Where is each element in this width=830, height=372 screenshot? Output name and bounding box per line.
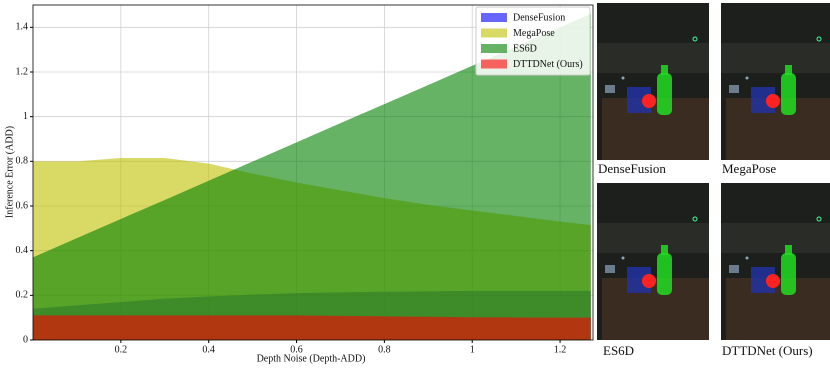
y-tick-label: 1 <box>23 111 28 122</box>
legend-box <box>475 6 591 76</box>
y-tick-label: 1.2 <box>16 66 29 77</box>
legend-swatch <box>481 13 507 22</box>
legend-label: DTTDNet (Ours) <box>513 59 583 70</box>
plot-area: 0 0.2 0.4 0.6 0.8 1 1.2 1.4 0.2 0.4 0.6 0.8 1 1.2 Dens… <box>16 4 594 355</box>
y-axis-label: Inference Error (ADD) <box>4 126 15 218</box>
image <box>720 182 830 341</box>
x-tick-label: 1.2 <box>554 344 567 355</box>
x-tick-label: 0.6 <box>290 344 303 355</box>
y-tick-label: 0.6 <box>16 200 29 211</box>
image-grid: DenseFusion MegaPose ES6D DTTDNet (Ours) <box>596 2 830 358</box>
y-tick-label: 0 <box>23 334 28 345</box>
image-caption: DenseFusion <box>598 161 666 176</box>
legend-label: DenseFusion <box>513 12 565 23</box>
axes-frame <box>32 4 594 341</box>
image <box>596 2 710 161</box>
legend-swatch <box>481 59 507 69</box>
x-axis-label: Depth Noise (Depth-ADD) <box>257 353 366 364</box>
x-tick-label: 0.8 <box>378 344 391 355</box>
area <box>33 13 591 341</box>
legend-swatch <box>481 28 507 38</box>
x-tick-label: 1 <box>470 344 475 355</box>
y-tick-label: 1.4 <box>16 22 29 33</box>
image-caption: MegaPose <box>722 161 776 176</box>
image <box>720 2 830 161</box>
legend: DenseFusion MegaPose ES6D DTTDNet (Ours) <box>475 6 591 76</box>
image-caption: DTTDNet (Ours) <box>722 343 813 358</box>
area <box>33 315 591 340</box>
legend-label: ES6D <box>513 43 537 54</box>
y-tick-label: 0.8 <box>16 156 29 167</box>
x-tick-label: 0.4 <box>202 344 215 355</box>
y-tick-label: 0.2 <box>16 290 29 301</box>
x-tick-label: 0.2 <box>115 344 128 355</box>
y-tick-label: 0.4 <box>16 245 29 256</box>
image-caption: ES6D <box>603 343 634 358</box>
image <box>596 182 710 341</box>
legend-label: MegaPose <box>513 28 555 39</box>
legend-swatch <box>481 44 507 53</box>
